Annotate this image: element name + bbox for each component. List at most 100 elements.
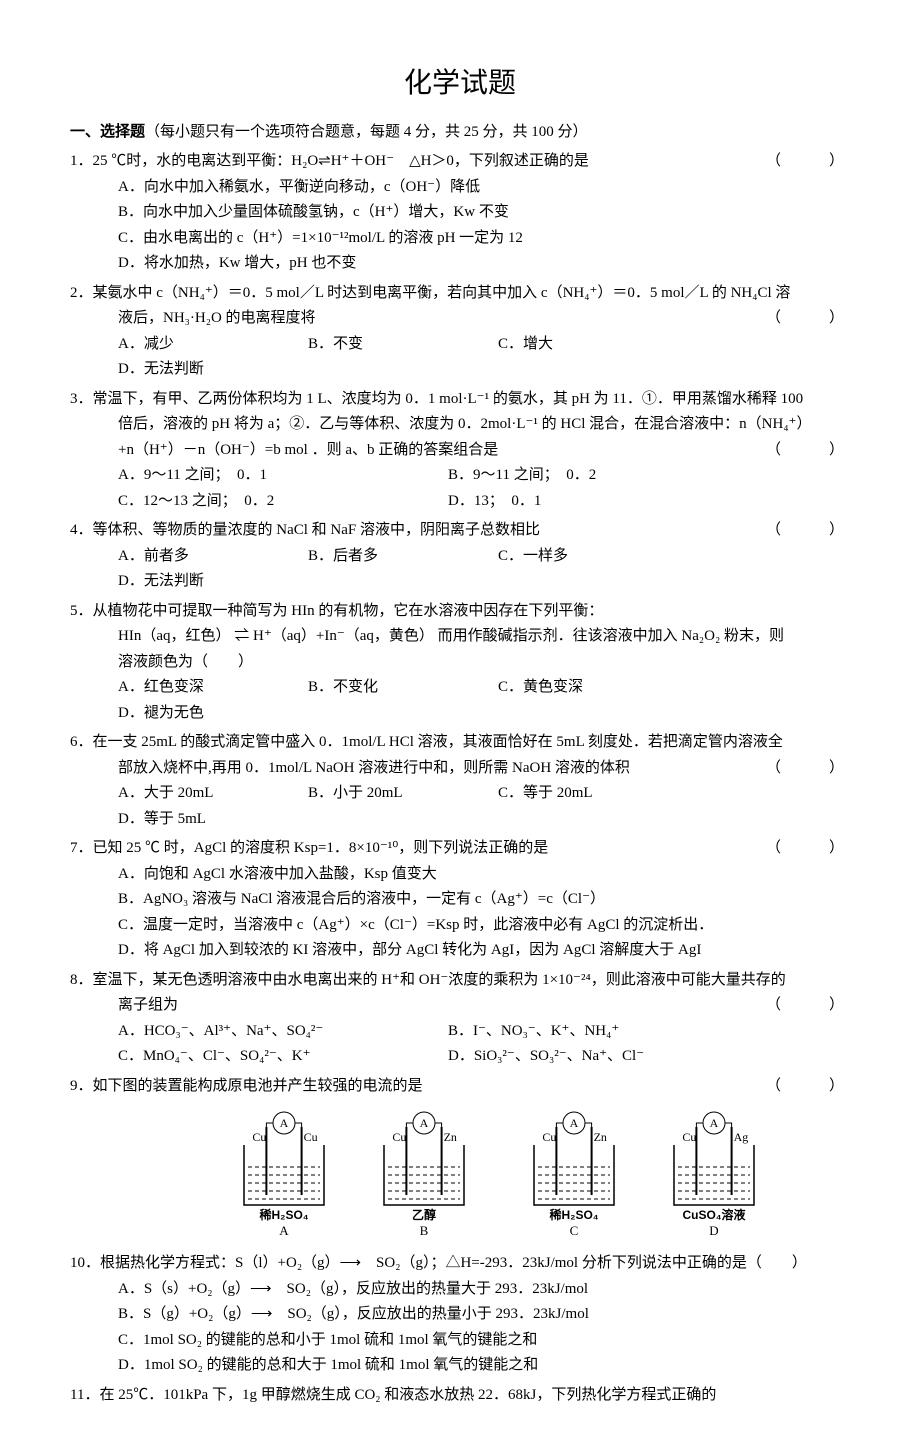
q7-text: 已知 25 ℃ 时，AgCl 的溶度积 Ksp=1．8×10⁻¹⁰，则下列说法正…	[93, 840, 549, 856]
section-heading: 一、选择题（每小题只有一个选项符合题意，每题 4 分，共 25 分，共 100 …	[70, 120, 850, 146]
svg-text:B: B	[420, 1223, 429, 1238]
q7-optD: D．将 AgCl 加入到较浓的 KI 溶液中，部分 AgCl 转化为 AgI，因…	[118, 938, 850, 964]
q3-l3: +n（H⁺）－n（OH⁻）=b mol ．则 a、b 正确的答案组合是	[118, 442, 498, 458]
q10-optC: C．1mol SO₂ 的键能的总和小于 1mol 硫和 1mol 氧气的键能之和	[118, 1328, 850, 1354]
svg-text:稀H₂SO₄: 稀H₂SO₄	[259, 1207, 308, 1222]
answer-blank: （ ）	[766, 306, 850, 332]
q8-num: 8．	[70, 968, 93, 994]
q7-optA: A．向饱和 AgCl 水溶液中加入盐酸，Ksp 值变大	[118, 862, 850, 888]
q11-num: 11．	[70, 1383, 99, 1409]
q4-optD: D．无法判断	[118, 569, 308, 595]
q2-text-b: 液后，NH₃·H₂O 的电离程度将	[118, 310, 316, 326]
q7-optC: C．温度一定时，当溶液中 c（Ag⁺）×c（Cl⁻）=Ksp 时，此溶液中必有 …	[118, 913, 850, 939]
svg-text:A: A	[420, 1116, 429, 1130]
svg-text:稀H₂SO₄: 稀H₂SO₄	[549, 1207, 598, 1222]
q6-l2: 部放入烧杯中,再用 0．1mol/L NaOH 溶液进行中和，则所需 NaOH …	[118, 760, 630, 776]
question-4: 4． 等体积、等物质的量浓度的 NaCl 和 NaF 溶液中，阴阳离子总数相比 （…	[70, 518, 850, 595]
q5-l2: HIn（aq，红色） ⇌ H⁺（aq）+In⁻（aq，黄色） 而用作酸碱指示剂．…	[70, 624, 850, 650]
q1-optB: B．向水中加入少量固体硫酸氢钠，c（H⁺）增大，Kw 不变	[118, 200, 850, 226]
answer-blank: （ ）	[766, 518, 850, 544]
electrochemical-cells-diagram: ACuCu稀H₂SO₄AACuZn乙醇BACuZn稀H₂SO₄CACuAgCuS…	[204, 1107, 764, 1247]
q5-l3: 溶液颜色为（ ）	[70, 650, 850, 676]
svg-text:乙醇: 乙醇	[412, 1207, 436, 1222]
q6-l1: 在一支 25mL 的酸式滴定管中盛入 0．1mol/L HCl 溶液，其液面恰好…	[93, 730, 850, 756]
q3-optC: C．12～13 之间； 0．2	[118, 489, 448, 515]
answer-blank: （ ）	[766, 1074, 850, 1100]
svg-text:Cu: Cu	[392, 1130, 406, 1144]
svg-text:Ag: Ag	[734, 1130, 749, 1144]
q6-optC: C．等于 20mL	[498, 781, 688, 807]
q1-optA: A．向水中加入稀氨水，平衡逆向移动，c（OH⁻）降低	[118, 175, 850, 201]
svg-text:A: A	[280, 1116, 289, 1130]
answer-blank: （ ）	[766, 149, 850, 175]
q1-optD: D．将水加热，Kw 增大，pH 也不变	[118, 251, 850, 277]
question-8: 8． 室温下，某无色透明溶液中由水电离出来的 H⁺和 OH⁻浓度的乘积为 1×1…	[70, 968, 850, 1070]
q1-optC: C．由水电离出的 c（H⁺）=1×10⁻¹²mol/L 的溶液 pH 一定为 1…	[118, 226, 850, 252]
q9-text: 如下图的装置能构成原电池并产生较强的电流的是	[93, 1078, 423, 1094]
svg-text:CuSO₄溶液: CuSO₄溶液	[682, 1207, 745, 1222]
q8-optB: B．I⁻、NO₃⁻、K⁺、NH₄⁺	[448, 1019, 778, 1045]
q5-num: 5．	[70, 599, 93, 625]
svg-text:Zn: Zn	[594, 1130, 607, 1144]
q3-optD: D．13； 0．1	[448, 489, 778, 515]
q10-optD: D．1mol SO₂ 的键能的总和大于 1mol 硫和 1mol 氧气的键能之和	[118, 1353, 850, 1379]
q10-optB: B．S（g）+O₂（g）⟶ SO₂（g），反应放出的热量小于 293．23kJ/…	[118, 1302, 850, 1328]
q2-num: 2．	[70, 281, 93, 307]
section-label: 一、选择题	[70, 124, 145, 140]
q5-optA: A．红色变深	[118, 675, 308, 701]
q9-num: 9．	[70, 1074, 93, 1100]
question-3: 3． 常温下，有甲、乙两份体积均为 1 L、浓度均为 0．1 mol·L⁻¹ 的…	[70, 387, 850, 515]
q5-optD: D．褪为无色	[118, 701, 308, 727]
q4-num: 4．	[70, 518, 93, 544]
q10-text: 根据热化学方程式：S（l）+O₂（g）⟶ SO₂（g）；△H=-293．23kJ…	[100, 1251, 850, 1277]
svg-text:A: A	[710, 1116, 719, 1130]
question-10: 10． 根据热化学方程式：S（l）+O₂（g）⟶ SO₂（g）；△H=-293．…	[70, 1251, 850, 1379]
question-1: 1． 25 ℃时，水的电离达到平衡：H₂O⇌H⁺＋OH⁻ △H＞0，下列叙述正确…	[70, 149, 850, 277]
q8-l1: 室温下，某无色透明溶液中由水电离出来的 H⁺和 OH⁻浓度的乘积为 1×10⁻²…	[93, 968, 850, 994]
page-title: 化学试题	[70, 60, 850, 108]
q6-optB: B．小于 20mL	[308, 781, 498, 807]
svg-text:D: D	[709, 1223, 718, 1238]
q4-optA: A．前者多	[118, 544, 308, 570]
q6-optD: D．等于 5mL	[118, 807, 308, 833]
q8-optD: D．SiO₃²⁻、SO₃²⁻、Na⁺、Cl⁻	[448, 1044, 778, 1070]
q2-optC: C．增大	[498, 332, 688, 358]
answer-blank: （ ）	[766, 756, 850, 782]
q6-num: 6．	[70, 730, 93, 756]
q4-optB: B．后者多	[308, 544, 498, 570]
svg-text:A: A	[279, 1223, 289, 1238]
q3-l1: 常温下，有甲、乙两份体积均为 1 L、浓度均为 0．1 mol·L⁻¹ 的氨水，…	[93, 387, 850, 413]
q3-optB: B．9～11 之间； 0．2	[448, 463, 778, 489]
svg-text:Cu: Cu	[252, 1130, 266, 1144]
q2-optB: B．不变	[308, 332, 498, 358]
q2-text-a: 某氨水中 c（NH₄⁺）＝0．5 mol／L 时达到电离平衡，若向其中加入 c（…	[93, 281, 850, 307]
svg-text:C: C	[570, 1223, 579, 1238]
q4-text: 等体积、等物质的量浓度的 NaCl 和 NaF 溶液中，阴阳离子总数相比	[93, 522, 541, 538]
q1-text: 25 ℃时，水的电离达到平衡：H₂O⇌H⁺＋OH⁻ △H＞0，下列叙述正确的是	[93, 153, 589, 169]
answer-blank: （ ）	[766, 438, 850, 464]
q4-optC: C．一样多	[498, 544, 688, 570]
q8-optA: A．HCO₃⁻、Al³⁺、Na⁺、SO₄²⁻	[118, 1019, 448, 1045]
q6-optA: A．大于 20mL	[118, 781, 308, 807]
svg-text:Zn: Zn	[444, 1130, 457, 1144]
q8-optC: C．MnO₄⁻、Cl⁻、SO₄²⁻、K⁺	[118, 1044, 448, 1070]
svg-text:Cu: Cu	[682, 1130, 696, 1144]
svg-text:A: A	[570, 1116, 579, 1130]
q3-num: 3．	[70, 387, 93, 413]
q10-num: 10．	[70, 1251, 100, 1277]
question-2: 2． 某氨水中 c（NH₄⁺）＝0．5 mol／L 时达到电离平衡，若向其中加入…	[70, 281, 850, 383]
q1-num: 1．	[70, 149, 93, 175]
q3-l2: 倍后，溶液的 pH 将为 a；②．乙与等体积、浓度为 0．2mol·L⁻¹ 的 …	[70, 412, 850, 438]
q5-optB: B．不变化	[308, 675, 498, 701]
svg-text:Cu: Cu	[542, 1130, 556, 1144]
q7-num: 7．	[70, 836, 93, 862]
answer-blank: （ ）	[766, 836, 850, 862]
q2-optD: D．无法判断	[118, 357, 308, 383]
question-7: 7． 已知 25 ℃ 时，AgCl 的溶度积 Ksp=1．8×10⁻¹⁰，则下列…	[70, 836, 850, 964]
q7-optB: B．AgNO₃ 溶液与 NaCl 溶液混合后的溶液中，一定有 c（Ag⁺）=c（…	[118, 887, 850, 913]
q10-optA: A．S（s）+O₂（g）⟶ SO₂（g），反应放出的热量大于 293．23kJ/…	[118, 1277, 850, 1303]
question-5: 5． 从植物花中可提取一种简写为 HIn 的有机物，它在水溶液中因存在下列平衡：…	[70, 599, 850, 727]
question-6: 6． 在一支 25mL 的酸式滴定管中盛入 0．1mol/L HCl 溶液，其液…	[70, 730, 850, 832]
q11-text: 在 25℃．101kPa 下，1g 甲醇燃烧生成 CO₂ 和液态水放热 22．6…	[99, 1383, 850, 1409]
section-note: （每小题只有一个选项符合题意，每题 4 分，共 25 分，共 100 分）	[145, 124, 588, 140]
